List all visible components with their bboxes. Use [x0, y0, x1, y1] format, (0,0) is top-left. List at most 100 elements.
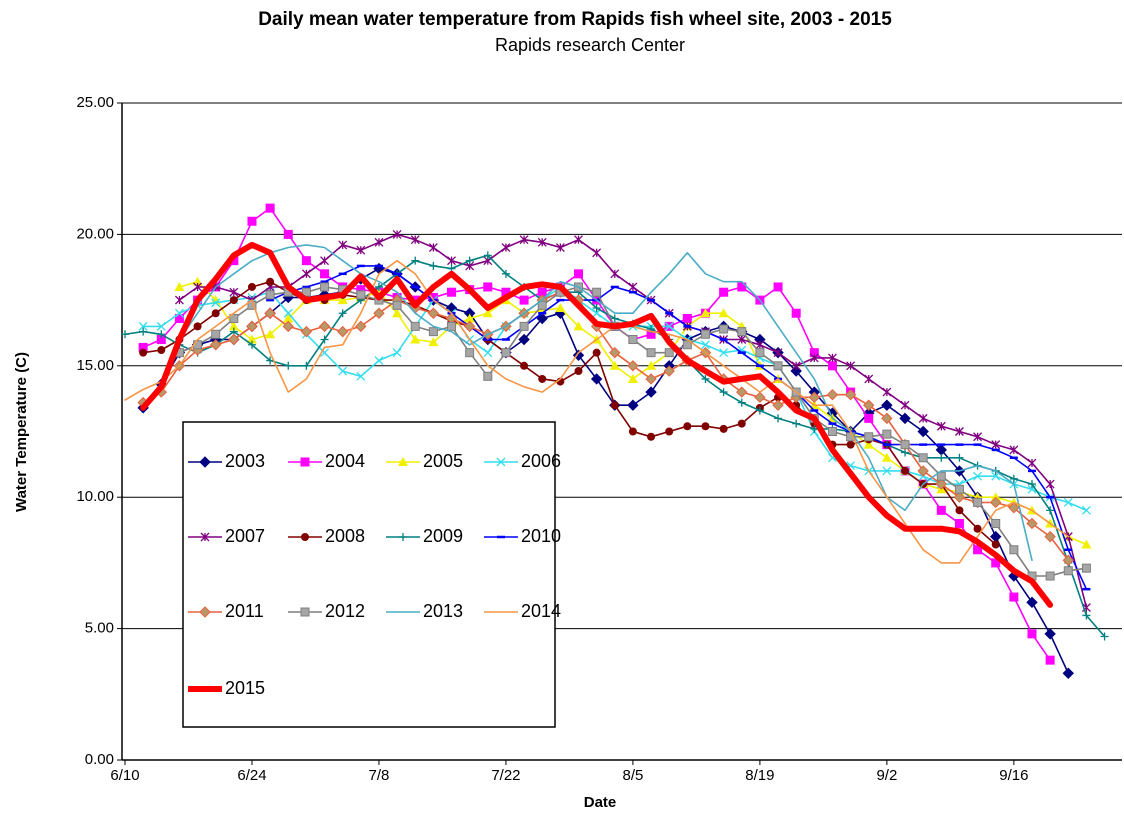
point — [826, 389, 839, 401]
point — [1062, 667, 1074, 679]
point — [864, 432, 874, 442]
legend-label: 2005 — [423, 451, 463, 471]
point — [265, 203, 275, 213]
point — [211, 329, 221, 339]
chart-subtitle: Rapids research Center — [495, 35, 685, 55]
point — [701, 374, 710, 383]
point — [538, 374, 547, 383]
point — [628, 427, 637, 436]
point — [937, 453, 946, 462]
point — [592, 308, 602, 318]
point — [936, 421, 946, 431]
point — [755, 348, 765, 358]
x-tick-label: 6/24 — [237, 767, 266, 784]
point — [663, 365, 675, 377]
point — [301, 256, 311, 266]
point — [592, 348, 601, 357]
point — [609, 346, 621, 359]
y-tick-label: 10.00 — [76, 488, 114, 505]
point — [645, 373, 657, 385]
point — [737, 327, 747, 337]
legend-marker — [398, 457, 408, 466]
point — [428, 243, 438, 252]
legend-marker — [300, 607, 310, 617]
legend-label: 2011 — [225, 601, 264, 621]
point — [718, 308, 729, 318]
point — [555, 243, 565, 252]
point — [463, 320, 476, 333]
point — [174, 313, 184, 323]
point — [881, 399, 893, 411]
point — [447, 321, 457, 331]
point — [228, 321, 239, 331]
point — [863, 399, 875, 411]
point — [973, 497, 983, 507]
point — [139, 348, 148, 357]
point — [356, 371, 366, 381]
point — [1081, 505, 1091, 515]
point — [737, 419, 746, 428]
point — [755, 340, 765, 350]
point — [664, 348, 674, 358]
point — [719, 287, 729, 297]
point — [301, 287, 311, 297]
point — [1046, 506, 1055, 515]
point — [1028, 480, 1036, 489]
point — [918, 413, 928, 423]
line — [142, 267, 1070, 675]
point — [519, 295, 529, 305]
point — [465, 256, 474, 265]
point — [410, 235, 420, 245]
series — [178, 244, 1033, 562]
point — [664, 321, 674, 331]
x-axis-label: Date — [584, 794, 617, 811]
line — [142, 291, 1070, 562]
point — [627, 373, 638, 383]
point — [1100, 632, 1109, 641]
point — [247, 282, 256, 291]
point — [501, 269, 510, 278]
point — [283, 308, 293, 318]
point — [701, 422, 710, 431]
legend-label: 2004 — [325, 451, 365, 471]
point — [773, 348, 783, 358]
point — [700, 329, 710, 339]
point — [828, 353, 837, 363]
x-tick-label: 8/5 — [622, 767, 643, 784]
x-tick-label: 9/2 — [876, 767, 897, 784]
point — [973, 471, 983, 481]
point — [555, 302, 566, 312]
point — [139, 327, 148, 336]
point — [682, 313, 692, 323]
point — [193, 282, 203, 292]
point — [991, 518, 1001, 528]
point — [1045, 479, 1055, 489]
point — [483, 348, 493, 358]
point — [1027, 629, 1037, 639]
point — [774, 414, 783, 423]
point — [846, 440, 855, 449]
point — [900, 440, 910, 450]
point — [1027, 458, 1037, 468]
point — [410, 334, 421, 344]
point — [719, 388, 728, 397]
point — [935, 478, 948, 490]
point — [792, 419, 801, 428]
point — [737, 282, 747, 292]
point — [247, 216, 257, 226]
point — [773, 361, 783, 371]
point — [174, 295, 184, 305]
point — [156, 321, 166, 331]
point — [973, 545, 983, 555]
point — [1044, 628, 1056, 640]
legend-label: 2015 — [225, 678, 265, 698]
point — [719, 324, 729, 334]
point — [628, 282, 638, 292]
point — [572, 349, 585, 361]
point — [174, 308, 184, 318]
point — [266, 356, 275, 365]
point — [447, 287, 457, 297]
point — [246, 334, 257, 344]
point — [265, 290, 275, 300]
point — [1009, 445, 1019, 455]
